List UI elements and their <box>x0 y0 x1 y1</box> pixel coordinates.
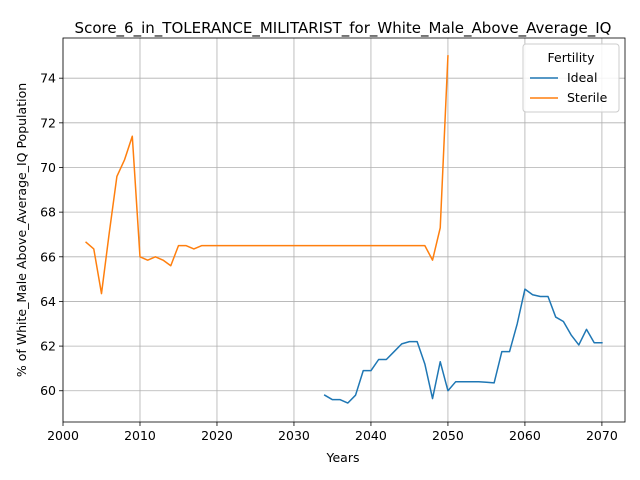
y-tick-label: 72 <box>40 115 56 130</box>
x-tick-label: 2040 <box>355 428 387 443</box>
legend-title: Fertility <box>548 50 596 65</box>
chart-title: Score_6_in_TOLERANCE_MILITARIST_for_Whit… <box>75 19 612 38</box>
x-tick-label: 2060 <box>509 428 541 443</box>
x-tick-label: 2020 <box>201 428 233 443</box>
legend-box <box>522 43 620 113</box>
axis-ticks: 2000 2010 2020 2030 2040 2050 2060 2070 60 62 64 66… <box>40 71 618 443</box>
plot-area-frame <box>62 37 626 423</box>
y-tick-label: 74 <box>40 71 56 86</box>
x-tick-label: 2000 <box>47 428 79 443</box>
x-tick-label: 2050 <box>432 428 464 443</box>
x-tick-label: 2070 <box>586 428 618 443</box>
y-tick-label: 70 <box>40 160 56 175</box>
legend-label-ideal: Ideal <box>567 70 597 85</box>
series-line-ideal <box>323 288 603 404</box>
y-axis-title: % of White_Male Above_Average_IQ Populat… <box>14 83 29 377</box>
legend: Fertility Ideal Sterile <box>522 43 620 113</box>
series-line-sterile <box>85 55 449 295</box>
x-axis-title: Years <box>326 450 360 465</box>
series-lines <box>85 55 603 404</box>
y-tick-label: 68 <box>40 205 56 220</box>
y-tick-label: 64 <box>40 294 56 309</box>
y-tick-label: 62 <box>40 339 56 354</box>
legend-label-sterile: Sterile <box>567 90 608 105</box>
x-tick-label: 2030 <box>278 428 310 443</box>
x-tick-label: 2010 <box>124 428 156 443</box>
y-tick-label: 60 <box>40 383 56 398</box>
y-tick-label: 66 <box>40 249 56 264</box>
